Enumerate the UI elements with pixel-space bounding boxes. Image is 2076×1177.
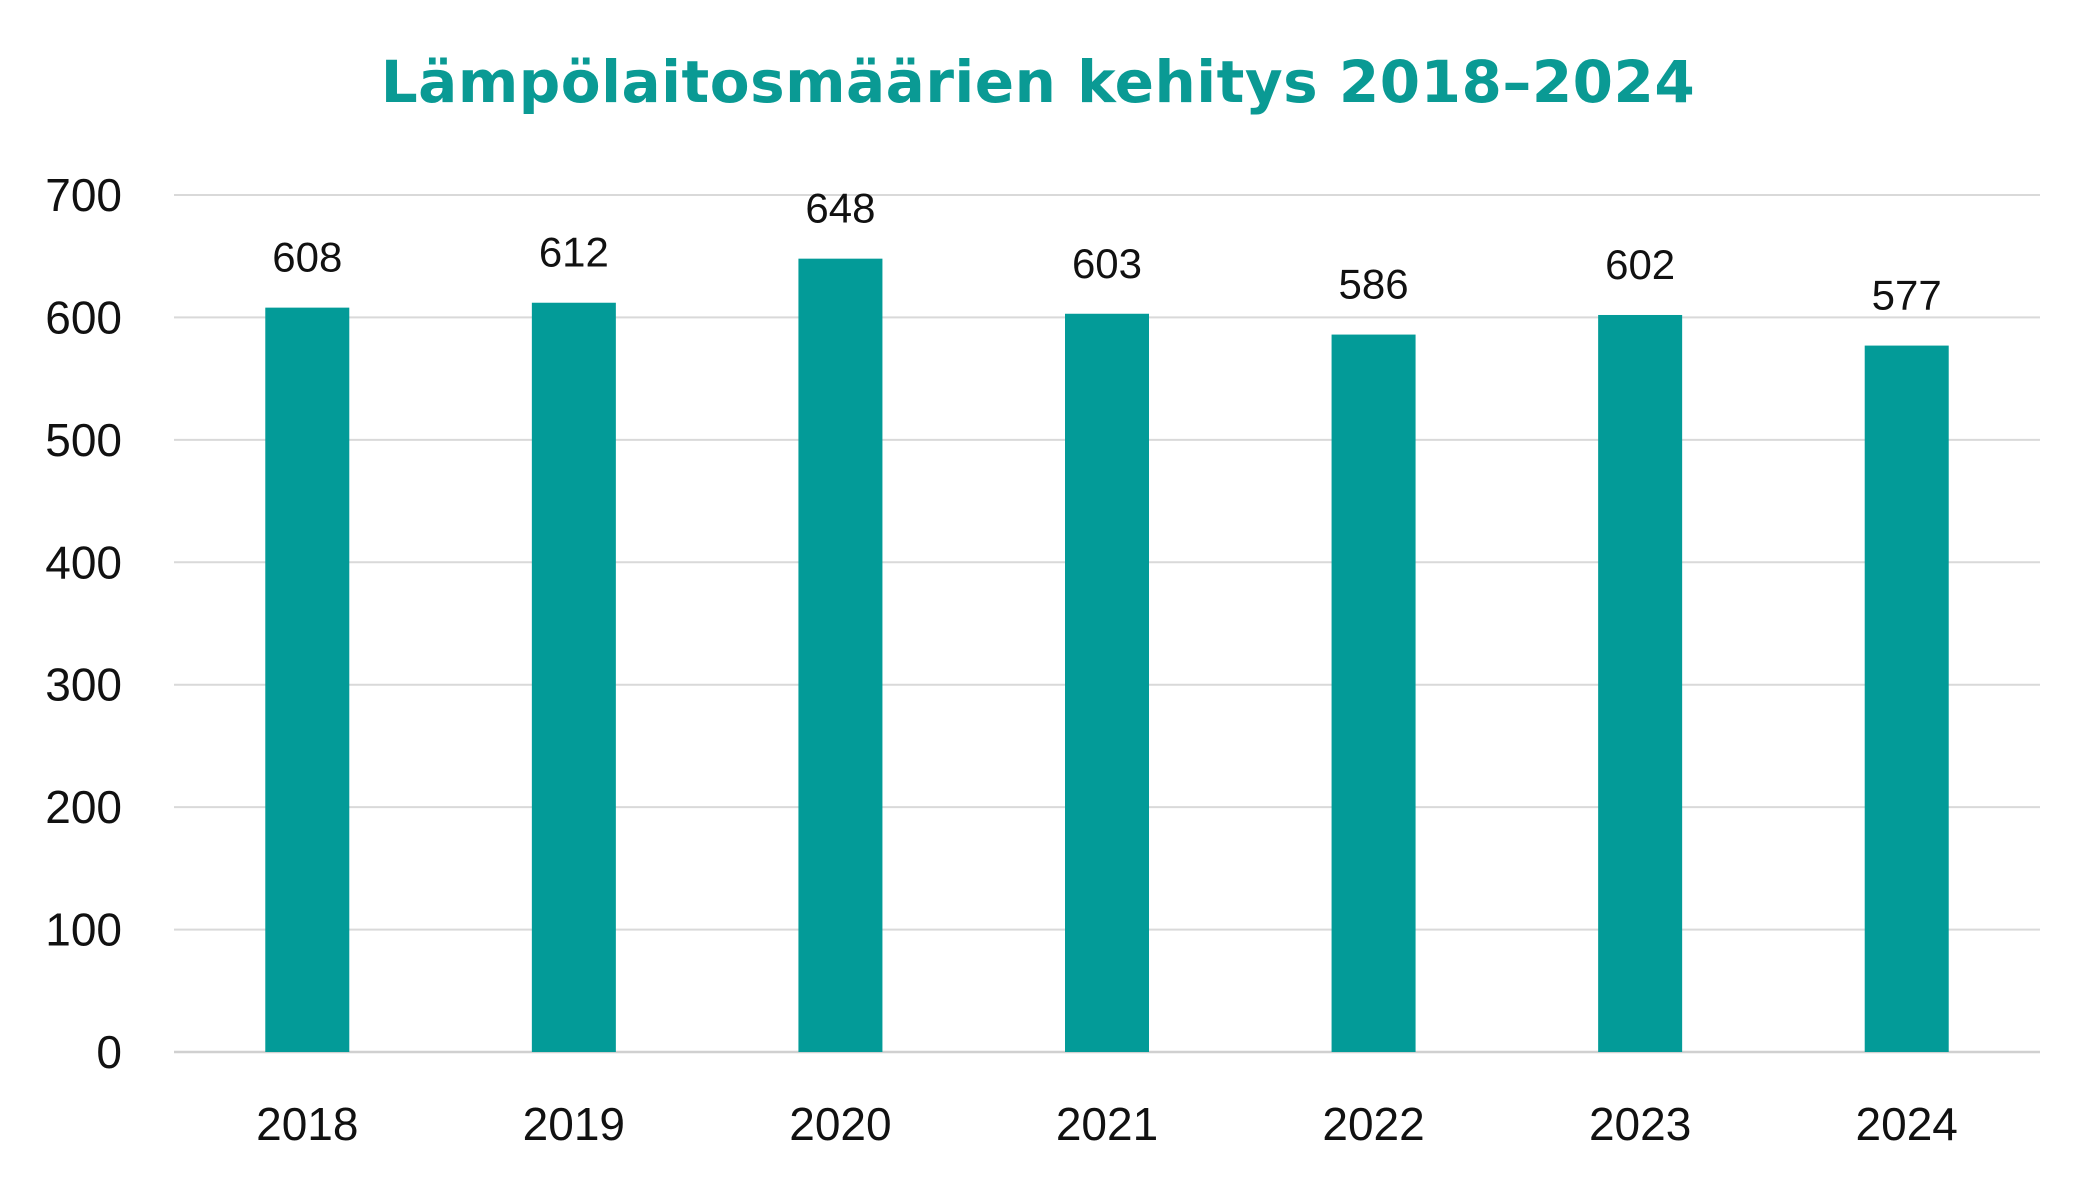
y-tick-label: 100 [45,904,122,956]
y-tick-label: 300 [45,659,122,711]
y-tick-label: 600 [45,291,122,343]
data-label: 608 [272,234,342,281]
x-axis-ticks: 2018 2019 2020 2021 2022 2023 2024 [256,1098,1958,1150]
y-tick-label: 400 [45,536,122,588]
data-label: 648 [805,185,875,232]
bar [1864,345,1949,1052]
data-label: 577 [1872,272,1942,319]
bar [1598,314,1683,1053]
x-tick-label: 2021 [1056,1098,1158,1150]
data-label: 586 [1339,261,1409,308]
bar [798,258,883,1053]
y-tick-label: 700 [45,169,122,221]
x-tick-label: 2019 [523,1098,625,1150]
bar [531,302,616,1052]
x-tick-label: 2020 [789,1098,891,1150]
data-label: 612 [539,229,609,276]
x-tick-label: 2018 [256,1098,358,1150]
data-label: 603 [1072,240,1142,287]
y-tick-label: 200 [45,781,122,833]
bars [265,258,1949,1053]
bar [265,307,350,1052]
y-tick-label: 500 [45,414,122,466]
x-tick-label: 2024 [1856,1098,1958,1150]
y-axis-ticks: 0 100 200 300 400 500 600 700 [45,169,122,1078]
bar [1065,313,1149,1052]
y-tick-label: 0 [96,1026,122,1078]
data-labels: 608 612 648 603 586 602 577 [272,185,1942,319]
chart-title: Lämpölaitosmäärien kehitys 2018–2024 [380,48,1696,116]
data-label: 602 [1605,241,1675,288]
bar [1331,334,1416,1052]
x-tick-label: 2022 [1322,1098,1424,1150]
x-tick-label: 2023 [1589,1098,1691,1150]
